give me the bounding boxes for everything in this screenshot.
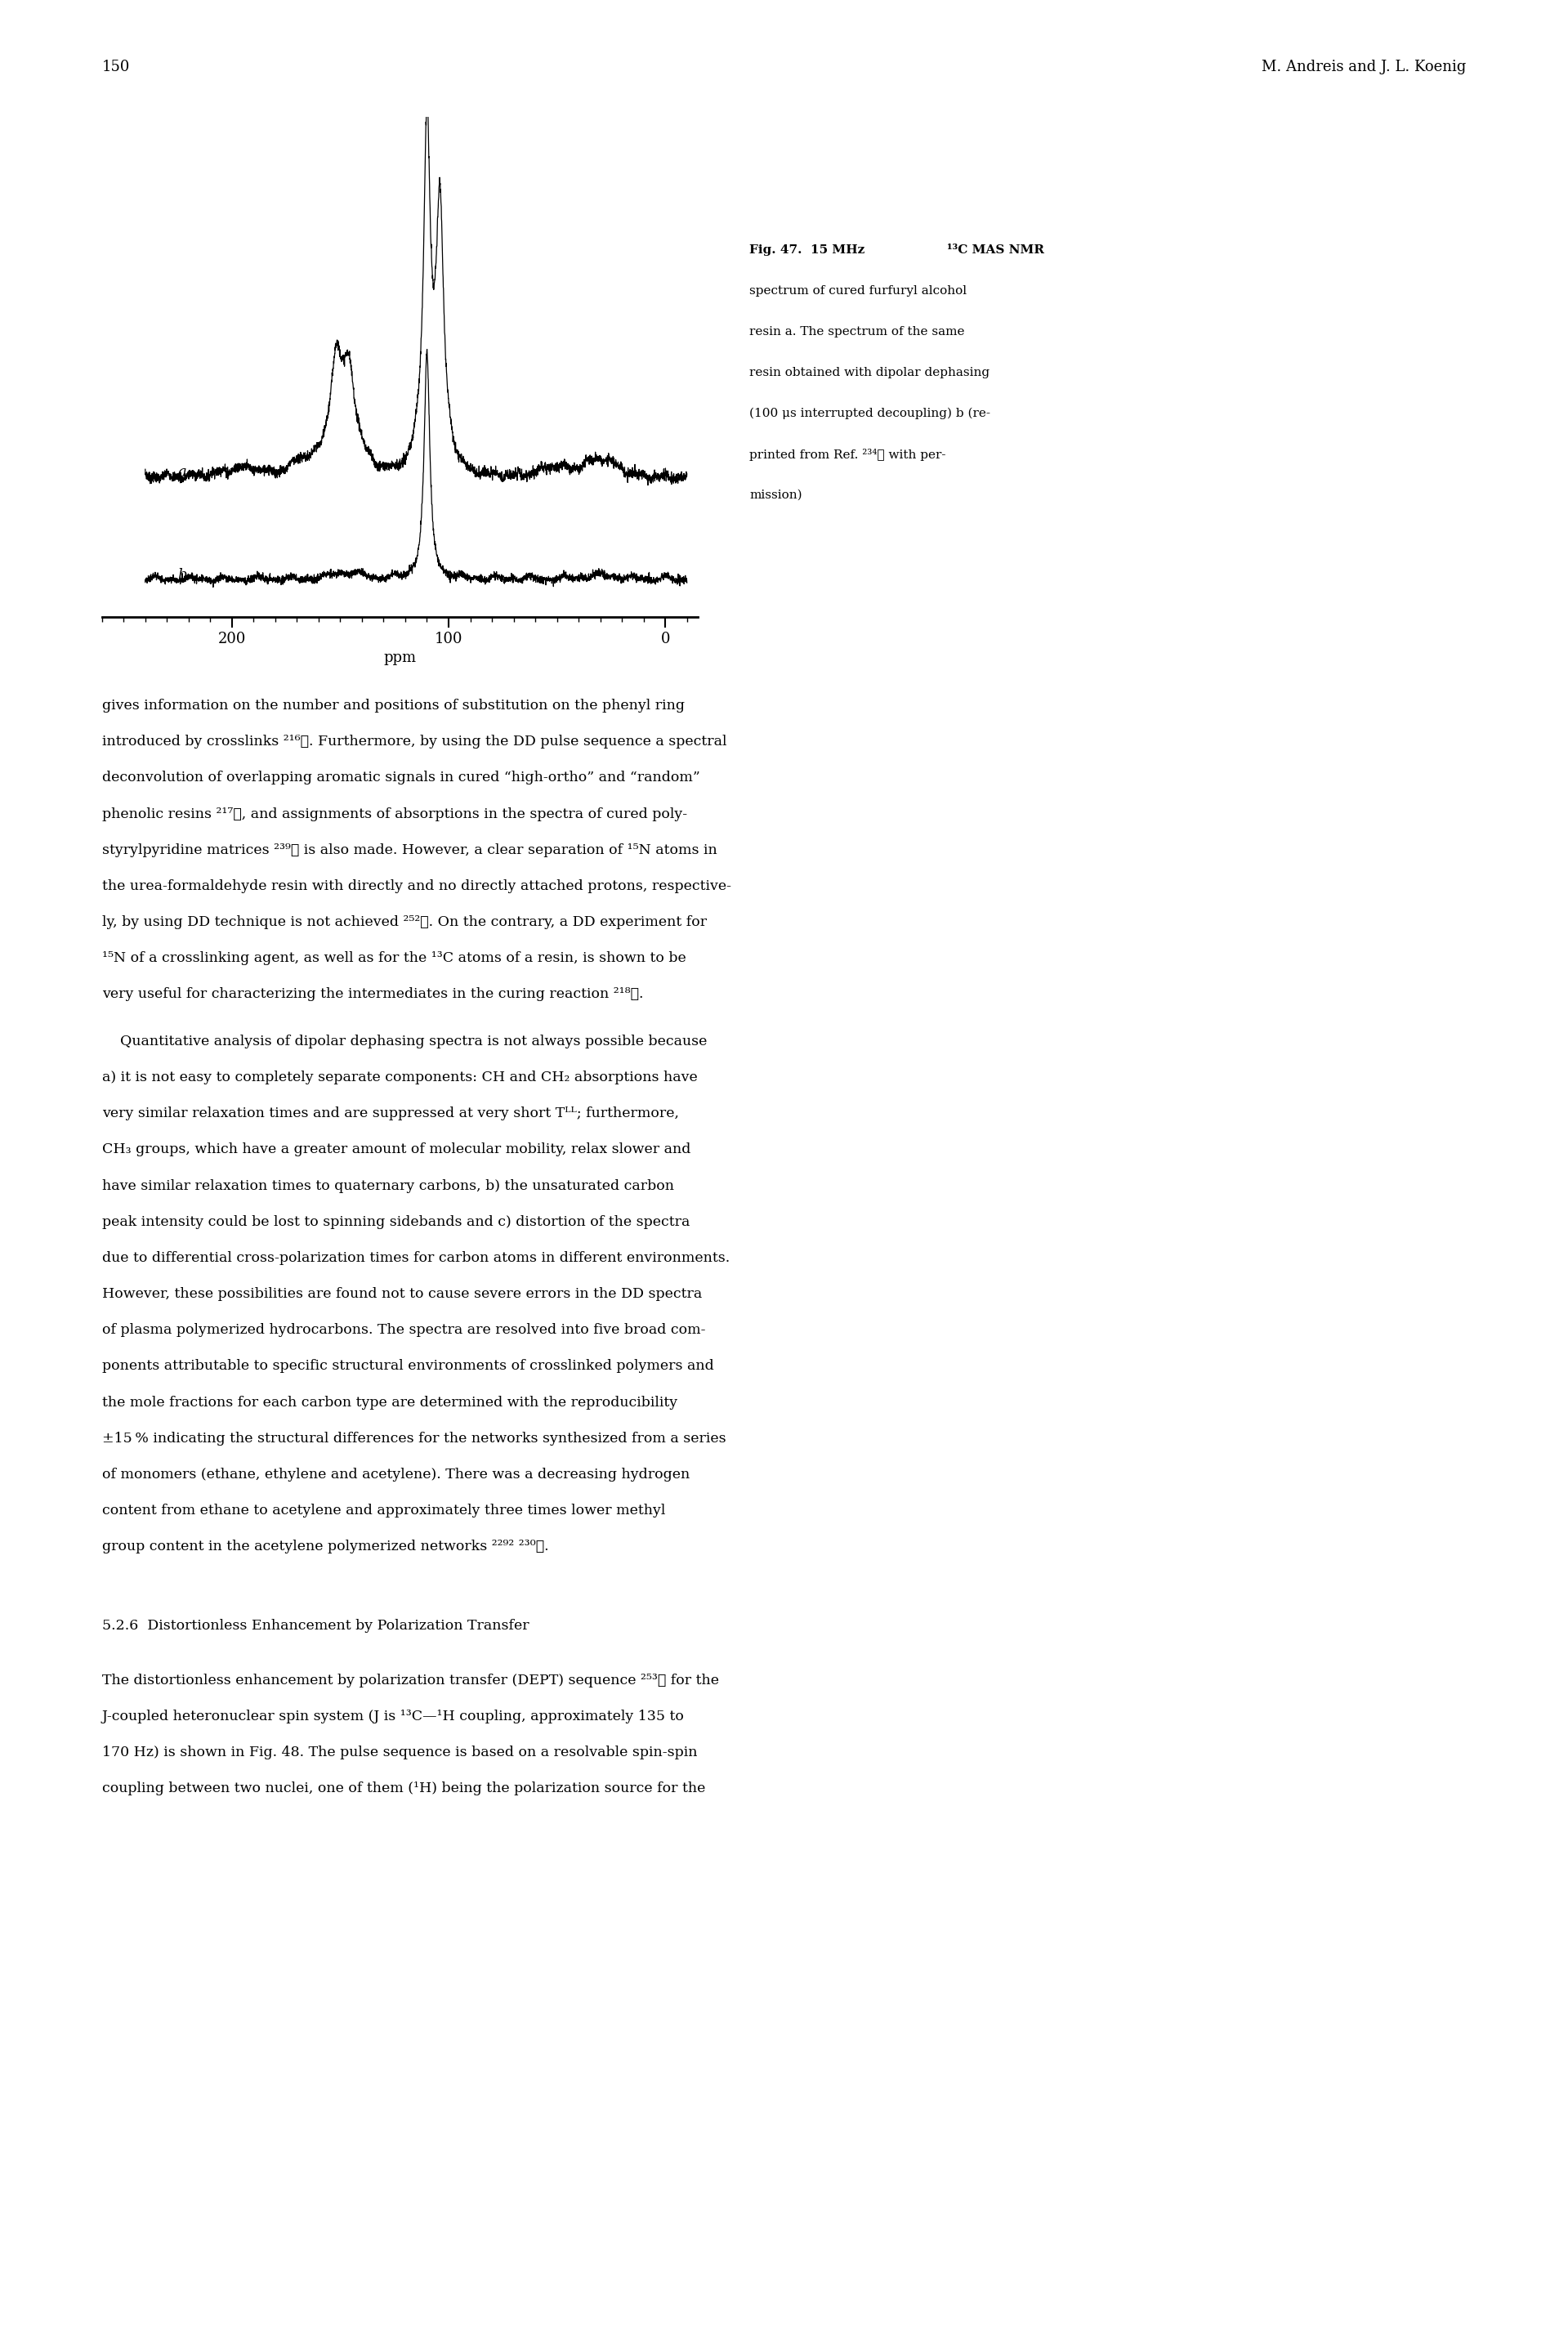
Text: ponents attributable to specific structural environments of crosslinked polymers: ponents attributable to specific structu… [102,1360,713,1374]
Text: very useful for characterizing the intermediates in the curing reaction ²¹⁸⧩.: very useful for characterizing the inter… [102,987,643,1001]
Text: deconvolution of overlapping aromatic signals in cured “high-ortho” and “random”: deconvolution of overlapping aromatic si… [102,771,699,785]
Text: of monomers (ethane, ethylene and acetylene). There was a decreasing hydrogen: of monomers (ethane, ethylene and acetyl… [102,1467,690,1481]
Text: ly, by using DD technique is not achieved ²⁵²⧩. On the contrary, a DD experiment: ly, by using DD technique is not achieve… [102,915,707,929]
Text: a: a [177,466,187,480]
Text: content from ethane to acetylene and approximately three times lower methyl: content from ethane to acetylene and app… [102,1505,665,1519]
Text: the urea-formaldehyde resin with directly and no directly attached protons, resp: the urea-formaldehyde resin with directl… [102,878,731,892]
Text: due to differential cross-polarization times for carbon atoms in different envir: due to differential cross-polarization t… [102,1251,729,1265]
Text: spectrum of cured furfuryl alcohol: spectrum of cured furfuryl alcohol [750,286,967,296]
Text: mission): mission) [750,489,803,501]
Text: peak intensity could be lost to spinning sidebands and c) distortion of the spec: peak intensity could be lost to spinning… [102,1216,690,1230]
Text: phenolic resins ²¹⁷⧩, and assignments of absorptions in the spectra of cured pol: phenolic resins ²¹⁷⧩, and assignments of… [102,808,687,820]
Text: a) it is not easy to completely separate components: CH and CH₂ absorptions have: a) it is not easy to completely separate… [102,1071,698,1085]
Text: Quantitative analysis of dipolar dephasing spectra is not always possible becaus: Quantitative analysis of dipolar dephasi… [102,1034,707,1048]
Text: J-coupled heteronuclear spin system (J is ¹³C—¹H coupling, approximately 135 to: J-coupled heteronuclear spin system (J i… [102,1709,684,1723]
Text: ¹³C MAS NMR: ¹³C MAS NMR [947,245,1044,256]
Text: b: b [177,568,187,582]
Text: very similar relaxation times and are suppressed at very short Tᴸᴸ; furthermore,: very similar relaxation times and are su… [102,1106,679,1120]
Text: resin obtained with dipolar dephasing: resin obtained with dipolar dephasing [750,368,989,377]
Text: However, these possibilities are found not to cause severe errors in the DD spec: However, these possibilities are found n… [102,1288,702,1302]
Text: introduced by crosslinks ²¹⁶⧩. Furthermore, by using the DD pulse sequence a spe: introduced by crosslinks ²¹⁶⧩. Furthermo… [102,736,726,748]
Text: the mole fractions for each carbon type are determined with the reproducibility: the mole fractions for each carbon type … [102,1395,677,1409]
Text: Fig. 47.  15 MHz: Fig. 47. 15 MHz [750,245,869,256]
Text: gives information on the number and positions of substitution on the phenyl ring: gives information on the number and posi… [102,699,685,713]
Text: 170 Hz) is shown in Fig. 48. The pulse sequence is based on a resolvable spin-sp: 170 Hz) is shown in Fig. 48. The pulse s… [102,1744,698,1758]
Text: 5.2.6  Distortionless Enhancement by Polarization Transfer: 5.2.6 Distortionless Enhancement by Pola… [102,1619,528,1633]
Text: CH₃ groups, which have a greater amount of molecular mobility, relax slower and: CH₃ groups, which have a greater amount … [102,1144,690,1158]
X-axis label: ppm: ppm [384,650,416,666]
Text: (100 μs interrupted decoupling) b (re-: (100 μs interrupted decoupling) b (re- [750,408,991,419]
Text: ¹⁵N of a crosslinking agent, as well as for the ¹³C atoms of a resin, is shown t: ¹⁵N of a crosslinking agent, as well as … [102,950,685,964]
Text: coupling between two nuclei, one of them (¹H) being the polarization source for : coupling between two nuclei, one of them… [102,1782,706,1796]
Text: printed from Ref. ²³⁴⧩ with per-: printed from Ref. ²³⁴⧩ with per- [750,447,946,461]
Text: The distortionless enhancement by polarization transfer (DEPT) sequence ²⁵³⧩ for: The distortionless enhancement by polari… [102,1672,718,1686]
Text: 150: 150 [102,58,130,75]
Text: M. Andreis and J. L. Koenig: M. Andreis and J. L. Koenig [1262,58,1466,75]
Text: of plasma polymerized hydrocarbons. The spectra are resolved into five broad com: of plasma polymerized hydrocarbons. The … [102,1323,706,1337]
Text: resin a. The spectrum of the same: resin a. The spectrum of the same [750,326,964,338]
Text: ±15 % indicating the structural differences for the networks synthesized from a : ±15 % indicating the structural differen… [102,1432,726,1446]
Text: have similar relaxation times to quaternary carbons, b) the unsaturated carbon: have similar relaxation times to quatern… [102,1178,674,1192]
Text: styrylpyridine matrices ²³⁹⧩ is also made. However, a clear separation of ¹⁵N at: styrylpyridine matrices ²³⁹⧩ is also mad… [102,843,717,857]
Text: group content in the acetylene polymerized networks ²²⁹² ²³⁰⧩.: group content in the acetylene polymeriz… [102,1539,549,1553]
